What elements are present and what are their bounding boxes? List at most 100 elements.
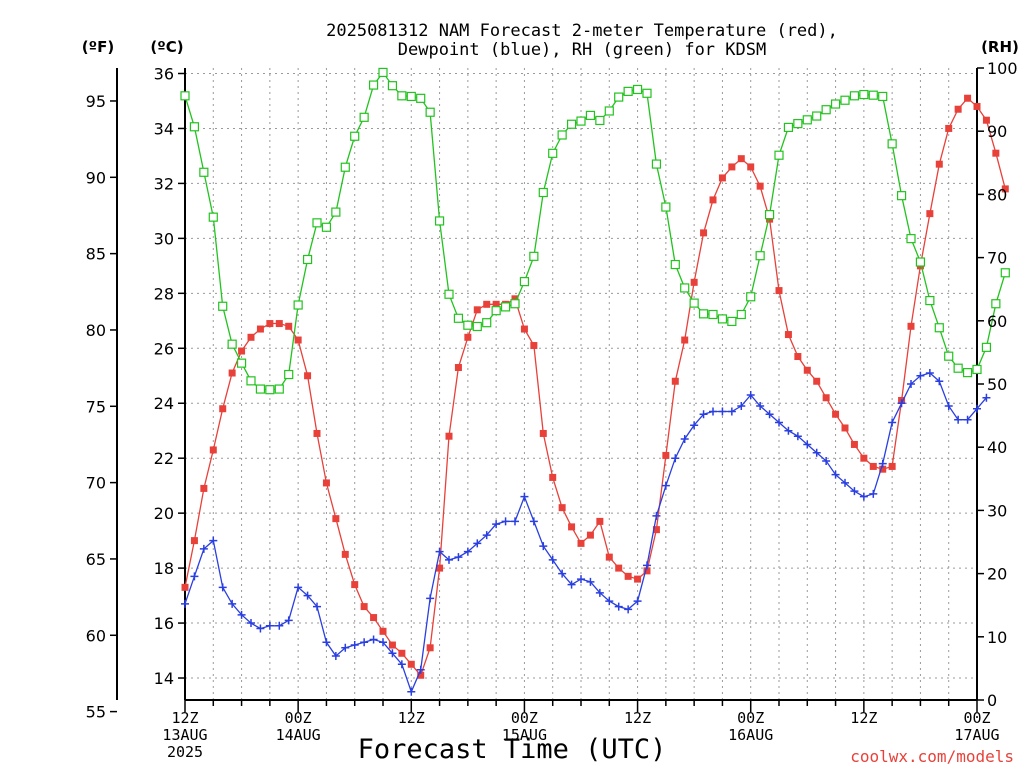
dewpoint-point — [793, 432, 802, 441]
rh-point — [557, 130, 567, 140]
temperature-point — [360, 603, 368, 611]
celsius-tick-label: 14 — [154, 669, 174, 688]
dewpoint-point — [812, 448, 821, 457]
dewpoint-point — [275, 621, 284, 630]
temperature-point — [718, 174, 726, 182]
rh-tick-label: 70 — [987, 249, 1007, 268]
dewpoint-point — [643, 561, 651, 570]
rh-point — [812, 111, 822, 121]
dewpoint-point — [690, 421, 699, 430]
dewpoint-point — [529, 517, 538, 526]
credit-text: coolwx.com/models — [850, 747, 1014, 766]
rh-point — [774, 150, 784, 160]
dewpoint-point — [407, 687, 416, 696]
temperature-point — [332, 515, 340, 523]
dewpoint-point — [709, 407, 717, 416]
dewpoint-point — [614, 602, 623, 611]
dewpoint-point — [426, 594, 435, 603]
rh-tick-label: 0 — [987, 691, 997, 710]
temperature-point — [586, 531, 594, 539]
rh-point — [887, 139, 897, 149]
celsius-tick-label: 16 — [154, 614, 174, 633]
rh-point — [519, 277, 530, 287]
dewpoint-point — [595, 588, 604, 597]
temperature-point — [417, 671, 425, 679]
dewpoint-point — [624, 605, 633, 614]
temperature-point — [662, 451, 670, 459]
rh-point — [859, 89, 869, 100]
rh-point — [218, 301, 228, 311]
rh-point — [727, 316, 737, 327]
rh-point — [491, 306, 501, 316]
temperature-point — [803, 366, 811, 374]
dewpoint-point — [379, 638, 387, 647]
temperature-point — [219, 405, 227, 413]
temperature-point — [388, 641, 396, 649]
temperature-point — [737, 155, 745, 163]
x-tick-label: 12Z — [398, 709, 425, 727]
dewpoint-point — [265, 621, 274, 630]
rh-tick-label: 90 — [987, 122, 1007, 141]
rh-point — [340, 162, 350, 172]
temperature-point — [370, 614, 378, 622]
rh-point — [576, 116, 586, 126]
rh-tick-label: 40 — [987, 438, 1007, 457]
temperature-point — [728, 163, 736, 171]
celsius-tick-label: 22 — [154, 449, 174, 468]
rh-point — [199, 167, 209, 177]
fahrenheit-tick-label: 70 — [86, 474, 106, 493]
dewpoint-point — [416, 665, 425, 674]
dewpoint-point — [567, 580, 576, 589]
temperature-point — [379, 627, 387, 635]
temperature-point — [426, 644, 434, 652]
dewpoint-point — [313, 602, 321, 611]
dewpoint-point — [322, 638, 331, 647]
temperature-point — [483, 300, 491, 308]
dewpoint-point — [822, 456, 831, 465]
dewpoint-point — [303, 591, 312, 600]
dewpoint-point — [727, 407, 736, 416]
rh-point — [972, 364, 982, 375]
grid-lines — [185, 68, 977, 700]
rh-line — [184, 71, 1006, 391]
rh-point — [793, 119, 803, 129]
rh-point — [406, 91, 416, 102]
dewpoint-point — [256, 624, 265, 633]
temperature-point — [841, 424, 849, 432]
temperature-point — [398, 649, 406, 657]
rh-point — [821, 105, 831, 115]
temperature-point — [907, 322, 915, 330]
x-tick-label: 00Z — [737, 709, 764, 727]
temperature-point — [266, 320, 274, 328]
rh-point — [359, 112, 369, 122]
x-tick-label: 00Z — [963, 709, 990, 727]
rh-point — [434, 216, 445, 226]
temperature-point — [558, 504, 566, 512]
temperature-point — [285, 322, 293, 330]
rh-point — [944, 351, 954, 361]
dewpoint-point — [718, 407, 727, 416]
dewpoint-point — [878, 459, 887, 468]
rh-point — [416, 93, 426, 103]
celsius-tick-label: 36 — [154, 64, 174, 83]
dewpoint-point — [586, 577, 595, 586]
temperature-point — [200, 484, 208, 492]
rh-point — [698, 309, 709, 319]
dewpoint-point — [284, 616, 293, 625]
temperature-point — [520, 325, 528, 333]
temperature-point — [247, 333, 255, 341]
temperature-point — [492, 300, 500, 308]
dewpoint-point — [209, 536, 218, 545]
rh-point — [331, 207, 341, 217]
rh-point — [284, 369, 294, 380]
unit-label-fahrenheit: (ºF) — [82, 38, 114, 56]
dewpoint-point — [935, 377, 944, 386]
rh-point — [463, 320, 473, 330]
dewpoint-point — [577, 575, 585, 584]
rh-point — [642, 88, 652, 98]
temperature-point — [436, 564, 444, 572]
rh-point — [764, 210, 775, 220]
dewpoint-point — [397, 660, 406, 669]
dewpoint-point — [190, 572, 199, 581]
